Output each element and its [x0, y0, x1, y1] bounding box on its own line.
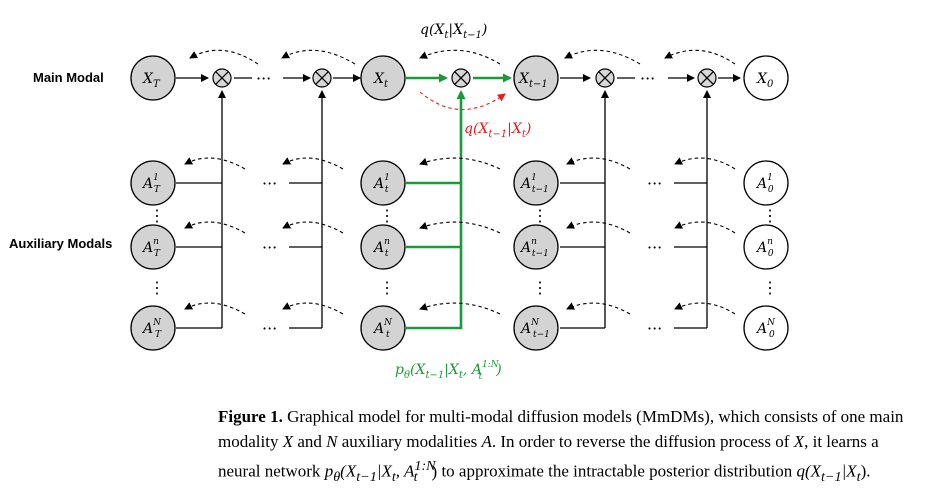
caption-line-1: Figure 1. Graphical model for multi-moda… [218, 407, 904, 426]
dash-arc-5 [664, 49, 736, 65]
node-AT1: A1 T [130, 160, 176, 206]
svg-text:⋮: ⋮ [762, 278, 778, 297]
node-XT: XT [130, 55, 176, 101]
node-At1n: An t−1 [513, 224, 559, 270]
svg-text:⋮: ⋮ [149, 206, 165, 225]
node-A0n: An 0 [743, 224, 789, 270]
posterior-label: q(Xt−1|Xt) [464, 121, 531, 140]
figure-caption: Figure 1. Graphical model for multi-moda… [218, 404, 938, 490]
node-X0: X0 [743, 55, 789, 101]
node-ATN: AN T [130, 305, 176, 351]
figure-label: Figure 1. [218, 407, 283, 426]
combine-node-1 [212, 68, 232, 88]
svg-text:X0: X0 [756, 71, 774, 90]
main-ellipsis-2: ··· [640, 69, 655, 88]
aux1-ellipsis-1: ··· [262, 174, 277, 193]
auxN-ellipsis-1: ··· [262, 319, 277, 338]
svg-text:⋮: ⋮ [762, 206, 778, 225]
svg-text:A1t−1: A1 t−1 [519, 173, 549, 195]
auxN-ellipsis-2: ··· [647, 319, 662, 338]
svg-text:ANT: AN T [141, 318, 162, 340]
svg-text:⋮: ⋮ [532, 206, 548, 225]
vertical-ellipses: ⋮ ⋮ ⋮ ⋮ ⋮ ⋮ ⋮ ⋮ [149, 206, 778, 297]
svg-text:Xt−1: Xt−1 [518, 71, 548, 90]
dash-arc-1 [189, 49, 259, 65]
node-At1: A1 t [360, 160, 406, 206]
svg-text:Xt: Xt [373, 71, 389, 90]
node-Xt: Xt [360, 55, 406, 101]
svg-text:An0: An 0 [755, 237, 774, 259]
svg-text:XT: XT [142, 71, 161, 90]
node-A0N: AN 0 [743, 305, 789, 351]
node-At1N: AN t−1 [513, 305, 559, 351]
reverse-label: pθ(Xt−1|Xt, A1:N t) [395, 360, 502, 382]
posterior-arc [419, 91, 506, 111]
forward-label: q(Xt|Xt−1) [420, 22, 487, 41]
node-A01: A1 0 [743, 160, 789, 206]
svg-text:⋮: ⋮ [149, 278, 165, 297]
svg-text:ANt−1: AN t−1 [519, 318, 550, 340]
node-ATn: An T [130, 224, 176, 270]
caption-line-3: neural network pθ(Xt−1|Xt, A1:Nt) to app… [218, 458, 871, 486]
caption-line-2: modality X and N auxiliary modalities A.… [218, 432, 879, 451]
node-Atn: An t [360, 224, 406, 270]
combine-node-4 [595, 68, 615, 88]
aux-dash-arcs [184, 157, 736, 315]
svg-text:ANt: AN t [372, 318, 393, 340]
svg-text:A10: A1 0 [755, 173, 774, 195]
svg-text:⋮: ⋮ [379, 206, 395, 225]
dash-arc-2 [281, 49, 356, 65]
svg-text:AnT: An T [141, 237, 161, 259]
node-At11: A1 t−1 [513, 160, 559, 206]
node-AtN: AN t [360, 305, 406, 351]
auxn-ellipsis-2: ··· [647, 238, 662, 257]
svg-text:A1t: A1 t [372, 173, 390, 195]
svg-text:Ant: An t [372, 237, 390, 259]
aux1-ellipsis-2: ··· [647, 174, 662, 193]
svg-text:⋮: ⋮ [379, 278, 395, 297]
combine-node-3 [451, 68, 471, 88]
main-ellipsis-1: ··· [256, 69, 271, 88]
svg-text:A1T: A1 T [141, 173, 161, 195]
auxiliary-modals-label: Auxiliary Modals [9, 236, 112, 251]
auxn-ellipsis-1: ··· [262, 238, 277, 257]
dash-arc-3 [419, 49, 501, 65]
svg-text:AN0: AN 0 [755, 318, 776, 340]
combine-node-5 [697, 68, 717, 88]
dash-arc-4 [564, 49, 641, 65]
diagram: Main Modal Auxiliary Modals XT Xt Xt−1 X… [9, 22, 789, 382]
node-Xt1: Xt−1 [513, 55, 559, 101]
svg-text:Ant−1: An t−1 [519, 237, 549, 259]
main-modal-label: Main Modal [33, 70, 104, 85]
combine-node-2 [312, 68, 332, 88]
svg-text:⋮: ⋮ [532, 278, 548, 297]
